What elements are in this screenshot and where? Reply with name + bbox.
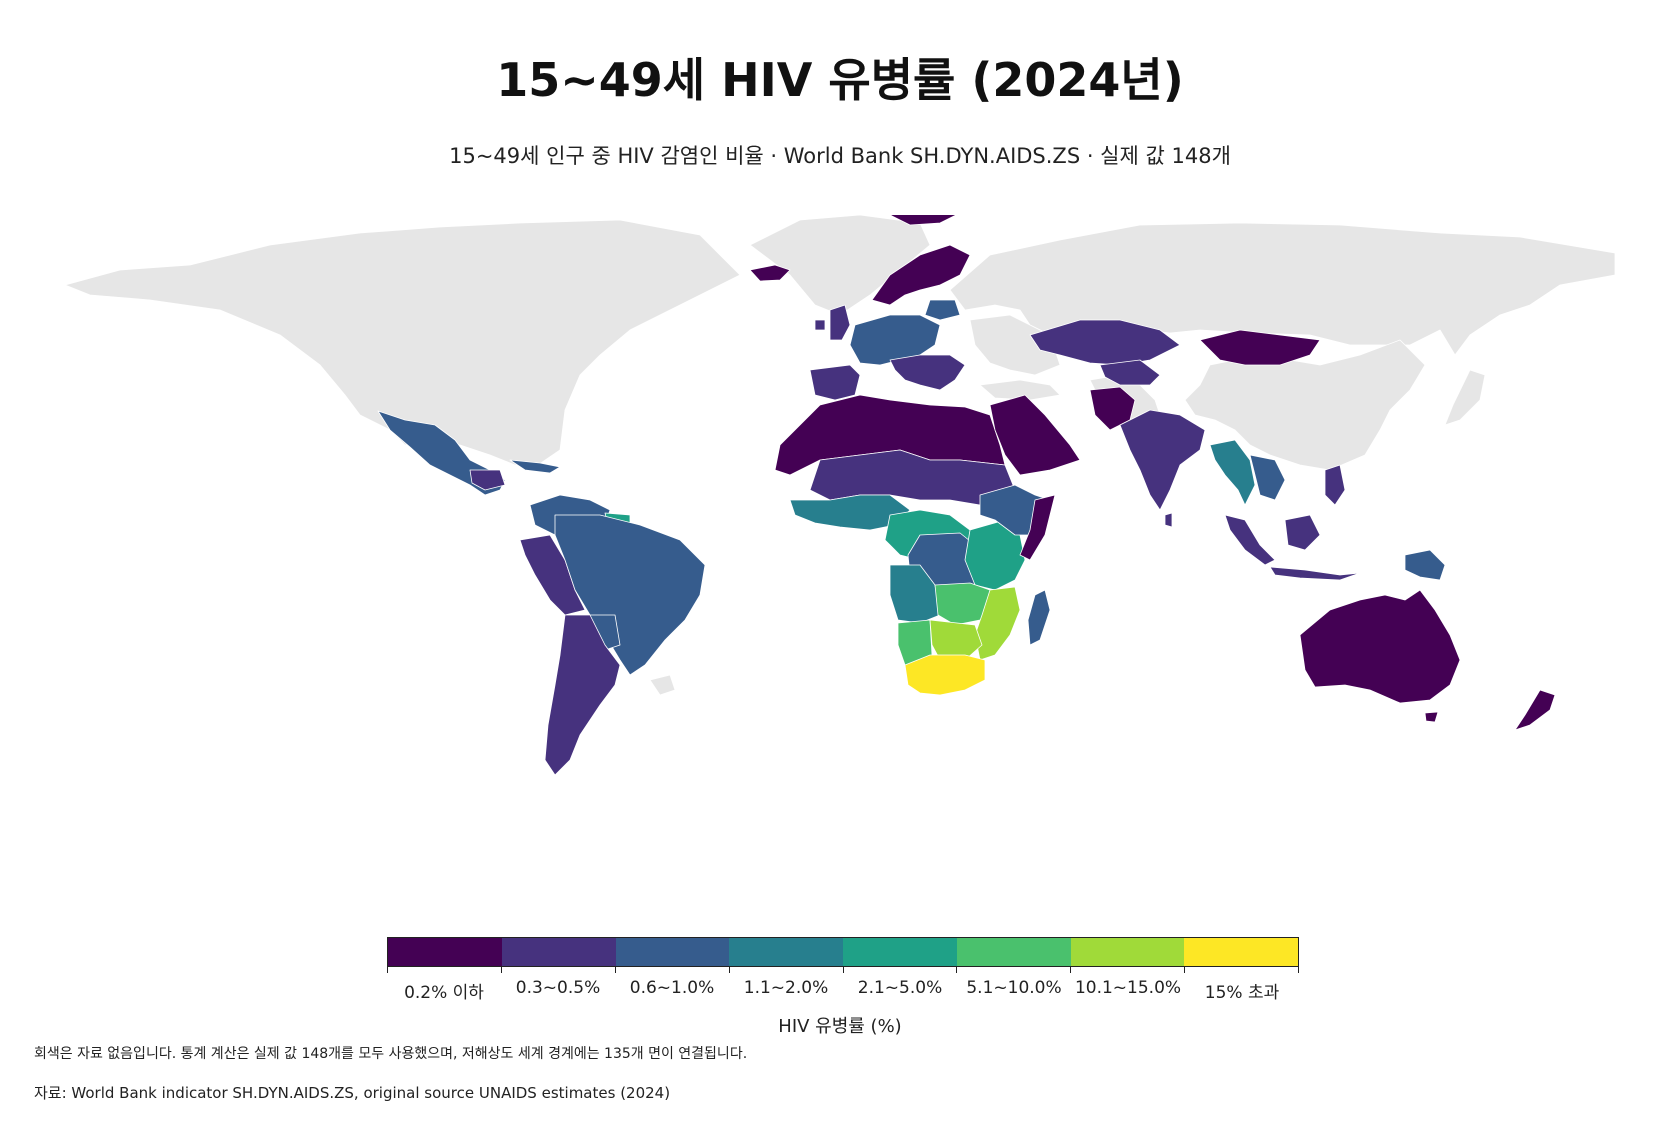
region-mozambique bbox=[974, 586, 1021, 661]
legend-swatch-7 bbox=[1070, 938, 1185, 966]
region-sri-lanka bbox=[1164, 512, 1173, 528]
region-guatemala-honduras bbox=[469, 469, 506, 491]
legend-swatch-1 bbox=[388, 938, 502, 966]
region-japan-nodata bbox=[1444, 369, 1486, 426]
region-indochina bbox=[1249, 454, 1286, 501]
region-brazil bbox=[554, 514, 706, 676]
source-note: 자료: World Bank indicator SH.DYN.AIDS.ZS,… bbox=[34, 1084, 671, 1102]
region-argentina-chile bbox=[544, 614, 621, 776]
region-baltics-poland bbox=[924, 299, 961, 321]
legend-label: 0.3~0.5% bbox=[515, 978, 601, 998]
region-australia bbox=[1299, 589, 1461, 704]
region-png bbox=[1404, 549, 1446, 581]
legend-colorbar bbox=[387, 937, 1299, 967]
map-title: 15~49세 HIV 유병률 (2024년) bbox=[496, 53, 1184, 107]
region-mongolia bbox=[1199, 329, 1321, 366]
region-italy-balkans bbox=[889, 354, 966, 391]
region-new-zealand bbox=[1514, 689, 1556, 731]
region-svalbard bbox=[889, 215, 957, 226]
region-indonesia-west bbox=[1224, 514, 1276, 566]
region-botswana-zimbabwe bbox=[929, 619, 983, 661]
region-myanmar-thailand bbox=[1209, 439, 1256, 506]
region-uk-ireland bbox=[814, 304, 851, 341]
legend-swatch-8 bbox=[1184, 938, 1298, 966]
legend-swatch-4 bbox=[729, 938, 843, 966]
region-turkey-nodata bbox=[979, 379, 1061, 401]
legend-swatch-3 bbox=[615, 938, 730, 966]
legend-label: 0.6~1.0% bbox=[629, 978, 715, 998]
region-central-asia-stans bbox=[1099, 359, 1161, 386]
legend-swatch-6 bbox=[956, 938, 1071, 966]
legend-label: 5.1~10.0% bbox=[966, 978, 1062, 998]
region-arabia bbox=[989, 394, 1081, 476]
legend-labels: 0.2% 이하 0.3~0.5% 0.6~1.0% 1.1~2.0% 2.1~5… bbox=[387, 978, 1299, 1003]
region-india bbox=[1119, 409, 1206, 511]
legend-label: 0.2% 이하 bbox=[404, 983, 484, 1003]
legend-label: 2.1~5.0% bbox=[857, 978, 943, 998]
region-java-timor bbox=[1269, 566, 1361, 581]
legend-label: 15% 초과 bbox=[1204, 983, 1280, 1003]
legend-swatch-2 bbox=[501, 938, 616, 966]
region-south-africa bbox=[904, 654, 986, 696]
region-peru-bolivia bbox=[519, 534, 586, 616]
region-kazakhstan bbox=[1029, 319, 1181, 366]
region-china-nodata bbox=[1184, 339, 1426, 471]
region-greenland-nodata bbox=[749, 215, 931, 316]
region-philippines bbox=[1324, 464, 1346, 506]
legend-swatch-5 bbox=[843, 938, 957, 966]
region-iberia bbox=[809, 364, 861, 401]
region-angola bbox=[889, 564, 941, 624]
region-north-america-nodata bbox=[64, 219, 741, 466]
world-choropleth-map bbox=[64, 215, 1616, 776]
region-uruguay-nodata bbox=[649, 674, 676, 696]
legend-ticks bbox=[387, 967, 1299, 973]
footnote: 회색은 자료 없음입니다. 통계 계산은 실제 값 148개를 모두 사용했으며… bbox=[34, 1046, 748, 1062]
legend-label: 10.1~15.0% bbox=[1074, 978, 1182, 998]
legend-title: HIV 유병률 (%) bbox=[778, 1016, 902, 1037]
region-norway-sweden-finland bbox=[871, 244, 971, 306]
region-caribbean bbox=[509, 459, 561, 474]
region-madagascar bbox=[1027, 589, 1051, 646]
region-east-europe-nodata bbox=[969, 314, 1061, 376]
region-borneo bbox=[1284, 514, 1321, 551]
region-somalia bbox=[1019, 494, 1056, 561]
map-subtitle: 15~49세 인구 중 HIV 감염인 비율 · World Bank SH.D… bbox=[449, 144, 1231, 168]
region-iceland bbox=[749, 264, 791, 282]
legend-label: 1.1~2.0% bbox=[743, 978, 829, 998]
region-tasmania bbox=[1424, 711, 1439, 723]
